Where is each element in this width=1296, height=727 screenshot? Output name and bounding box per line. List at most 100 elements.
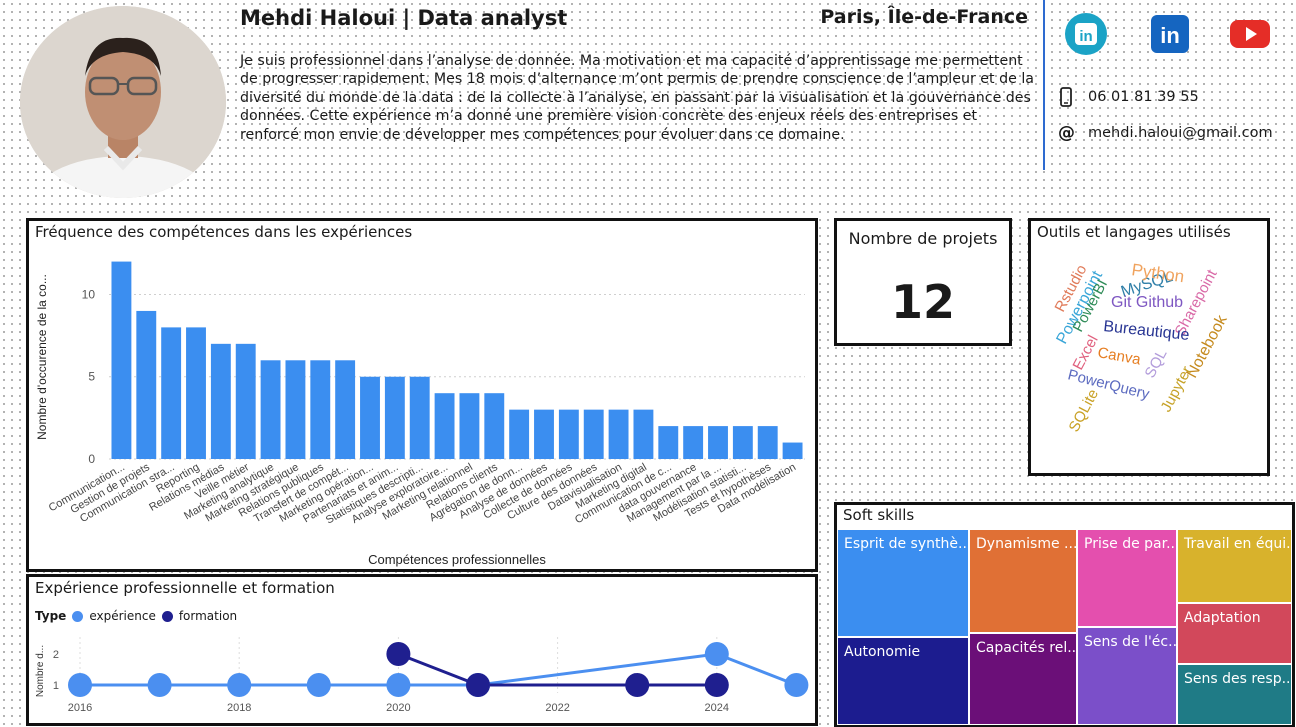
experience-line-chart: 2016 2018 2020 2022 2024 1 2 Nombre d...: [35, 637, 809, 714]
soft-skill-tile[interactable]: Adaptation: [1177, 603, 1292, 664]
skill-bar[interactable]: [360, 376, 380, 459]
skill-bar[interactable]: [782, 442, 803, 459]
skill-bar[interactable]: [633, 409, 654, 459]
skill-bar[interactable]: [757, 426, 778, 459]
linkedin-button-2[interactable]: in: [1148, 12, 1192, 56]
at-icon: @: [1058, 123, 1075, 143]
series-point[interactable]: [625, 673, 650, 697]
email-contact: @ mehdi.haloui@gmail.com: [1058, 123, 1273, 143]
skill-bar[interactable]: [136, 310, 157, 459]
header-divider: [1043, 0, 1045, 170]
soft-skill-label: Adaptation: [1184, 610, 1261, 626]
series-point[interactable]: [386, 642, 411, 666]
skill-bar[interactable]: [658, 426, 679, 459]
series-point[interactable]: [227, 673, 252, 697]
experience-chart-panel: Expérience professionnelle et formation …: [26, 574, 818, 726]
soft-skills-title: Soft skills: [843, 506, 915, 524]
skill-bar[interactable]: [683, 426, 704, 459]
skill-bar[interactable]: [459, 393, 480, 459]
skill-bar[interactable]: [484, 393, 505, 459]
tools-wordcloud-panel: Outils et langages utilisés Rstudio Powe…: [1028, 218, 1270, 476]
soft-skill-tile[interactable]: Autonomie: [837, 637, 969, 725]
skill-bar[interactable]: [732, 426, 753, 459]
series-point[interactable]: [306, 673, 331, 697]
x-axis-label: Compétences professionnelles: [368, 552, 546, 567]
soft-skill-tile[interactable]: Sens des resp...: [1177, 664, 1292, 725]
tools-title: Outils et langages utilisés: [1037, 223, 1231, 241]
phone-icon: [1060, 87, 1072, 107]
soft-skills-treemap: Esprit de synthè... Autonomie Dynamisme …: [837, 529, 1292, 725]
soft-skills-panel: Soft skills Esprit de synthè... Autonomi…: [834, 502, 1295, 727]
series-point[interactable]: [704, 642, 729, 666]
skills-chart-title: Fréquence des compétences dans les expér…: [35, 223, 413, 241]
skill-bar[interactable]: [708, 426, 728, 459]
skill-bar[interactable]: [558, 409, 579, 459]
skill-bar[interactable]: [161, 327, 182, 459]
series-point[interactable]: [704, 673, 729, 697]
soft-skill-tile[interactable]: Sens de l'éc...: [1077, 627, 1177, 725]
youtube-icon: [1230, 20, 1270, 48]
skill-bar[interactable]: [434, 393, 455, 459]
profile-photo: [20, 6, 226, 198]
skill-bar[interactable]: [583, 409, 604, 459]
soft-skill-label: Dynamisme ...: [976, 536, 1077, 552]
soft-skill-tile[interactable]: Dynamisme ...: [969, 529, 1077, 633]
series-point[interactable]: [68, 673, 92, 697]
experience-legend: Type expérience formation: [35, 609, 237, 623]
x-tick-label: 2024: [705, 702, 729, 714]
y-tick-label: 2: [53, 649, 59, 661]
series-point[interactable]: [386, 673, 411, 697]
soft-skill-tile[interactable]: Capacités rel...: [969, 633, 1077, 725]
linkedin-icon: in: [1065, 13, 1107, 55]
x-tick-label: 2020: [386, 702, 410, 714]
skill-bar[interactable]: [186, 327, 206, 459]
soft-skill-label: Travail en équi...: [1184, 536, 1292, 552]
soft-skill-tile[interactable]: Travail en équi...: [1177, 529, 1292, 603]
skill-bar[interactable]: [111, 261, 132, 459]
y-tick-label: 1: [53, 680, 59, 692]
skill-bar[interactable]: [210, 343, 231, 459]
legend-experience[interactable]: expérience: [89, 609, 156, 623]
y-tick-label: 5: [88, 370, 95, 384]
skill-bar[interactable]: [285, 360, 306, 459]
x-tick-label: 2022: [545, 702, 569, 714]
soft-skill-label: Capacités rel...: [976, 640, 1077, 656]
youtube-button[interactable]: [1228, 12, 1272, 56]
skill-bar[interactable]: [310, 360, 331, 459]
soft-skill-label: Sens des resp...: [1184, 671, 1292, 687]
skill-bar[interactable]: [235, 343, 256, 459]
skill-bar[interactable]: [534, 409, 554, 459]
linkedin-icon: in: [1151, 15, 1189, 53]
skill-bar[interactable]: [509, 409, 530, 459]
skill-bar[interactable]: [335, 360, 356, 459]
series-point[interactable]: [784, 673, 809, 697]
y-axis-label: Nombre d'occurence de la co...: [35, 274, 49, 440]
legend-dot-formation: [161, 610, 173, 622]
y-axis-label: Nombre d...: [35, 645, 46, 697]
email-address[interactable]: mehdi.haloui@gmail.com: [1088, 125, 1273, 141]
kpi-value: 12: [890, 275, 955, 329]
x-tick-label: 2016: [68, 702, 92, 714]
series-point[interactable]: [147, 673, 172, 697]
soft-skill-label: Prise de par...: [1084, 536, 1177, 552]
tool-word: Jupyter: [1158, 363, 1196, 414]
y-tick-label: 10: [82, 287, 96, 301]
soft-skill-tile[interactable]: Esprit de synthè...: [837, 529, 969, 637]
person-illustration: [20, 6, 226, 198]
x-tick-label: 2018: [227, 702, 251, 714]
tool-word: SQL: [1142, 346, 1171, 380]
legend-dot-experience: [72, 610, 84, 622]
series-line: [80, 652, 797, 687]
skill-bar[interactable]: [384, 376, 405, 459]
skill-bar[interactable]: [409, 376, 430, 459]
series-point[interactable]: [466, 673, 490, 697]
soft-skill-label: Esprit de synthè...: [844, 536, 969, 552]
y-tick-label: 0: [88, 452, 95, 466]
linkedin-button-1[interactable]: in: [1064, 12, 1108, 56]
skill-bar[interactable]: [260, 360, 281, 459]
phone-number: 06 01 81 39 55: [1088, 89, 1199, 105]
soft-skill-tile[interactable]: Prise de par...: [1077, 529, 1177, 627]
legend-formation[interactable]: formation: [178, 609, 238, 623]
tools-wordcloud: Rstudio Powerpoint PowerBI MySQL Python …: [1052, 260, 1232, 435]
skill-bar[interactable]: [608, 409, 629, 459]
